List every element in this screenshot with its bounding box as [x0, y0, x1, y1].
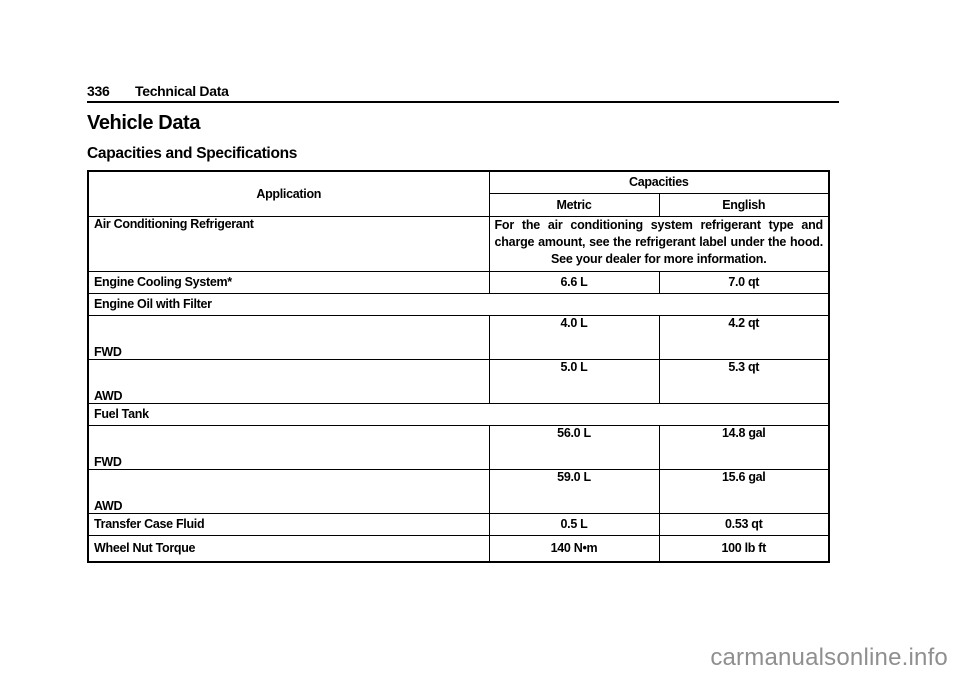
- col-header-capacities: Capacities: [488, 170, 830, 194]
- english-engine-oil-fwd: 4.2 qt: [658, 314, 830, 360]
- col-header-english: English: [658, 192, 830, 217]
- table-row-fuel-tank-fwd: FWD 56.0 L 14.8 gal: [87, 424, 830, 470]
- row-label-ac-refrigerant: Air Conditioning Refrigerant: [87, 215, 490, 272]
- table-row-engine-oil-awd: AWD 5.0 L 5.3 qt: [87, 358, 830, 404]
- english-transfer-case: 0.53 qt: [658, 512, 830, 536]
- metric-wheel-nut-torque: 140 N•m: [488, 534, 660, 563]
- table-row-wheel-nut-torque: Wheel Nut Torque 140 N•m 100 lb ft: [87, 534, 830, 563]
- row-note-ac-refrigerant: For the air conditioning system refriger…: [488, 215, 830, 272]
- row-label-transfer-case: Transfer Case Fluid: [87, 512, 490, 536]
- row-label-fuel-tank-awd: AWD: [87, 468, 490, 514]
- row-label-engine-oil-fwd: FWD: [87, 314, 490, 360]
- metric-fuel-tank-fwd: 56.0 L: [488, 424, 660, 470]
- row-label-engine-oil-awd: AWD: [87, 358, 490, 404]
- col-header-application: Application: [87, 170, 490, 217]
- table-section-fuel-tank: Fuel Tank: [87, 402, 830, 426]
- english-wheel-nut-torque: 100 lb ft: [658, 534, 830, 563]
- row-label-wheel-nut-torque: Wheel Nut Torque: [87, 534, 490, 563]
- table-row-transfer-case: Transfer Case Fluid 0.5 L 0.53 qt: [87, 512, 830, 536]
- metric-engine-oil-fwd: 4.0 L: [488, 314, 660, 360]
- capacities-table: Application Capacities Metric English Ai…: [87, 170, 830, 563]
- english-engine-oil-awd: 5.3 qt: [658, 358, 830, 404]
- capacities-table-wrap: Application Capacities Metric English Ai…: [87, 170, 830, 563]
- col-header-metric: Metric: [488, 192, 660, 217]
- section-label-engine-oil: Engine Oil with Filter: [87, 292, 830, 316]
- english-engine-cooling: 7.0 qt: [658, 270, 830, 294]
- row-label-engine-cooling: Engine Cooling System*: [87, 270, 490, 294]
- chapter-title: Technical Data: [135, 83, 229, 99]
- english-fuel-tank-awd: 15.6 gal: [658, 468, 830, 514]
- table-row-engine-cooling: Engine Cooling System* 6.6 L 7.0 qt: [87, 270, 830, 294]
- running-header: 336 Technical Data: [87, 84, 839, 98]
- metric-transfer-case: 0.5 L: [488, 512, 660, 536]
- header-rule: [87, 101, 839, 103]
- english-fuel-tank-fwd: 14.8 gal: [658, 424, 830, 470]
- table-row-fuel-tank-awd: AWD 59.0 L 15.6 gal: [87, 468, 830, 514]
- table-header-row-1: Application Capacities: [87, 170, 830, 217]
- table-section-engine-oil: Engine Oil with Filter: [87, 292, 830, 316]
- metric-fuel-tank-awd: 59.0 L: [488, 468, 660, 514]
- page-number: 336: [87, 83, 110, 99]
- metric-engine-oil-awd: 5.0 L: [488, 358, 660, 404]
- table-header-row-2: Metric English: [88, 192, 830, 217]
- subsection-title: Capacities and Specifications: [87, 145, 298, 162]
- metric-engine-cooling: 6.6 L: [488, 270, 660, 294]
- section-label-fuel-tank: Fuel Tank: [87, 402, 830, 426]
- table-row-engine-oil-fwd: FWD 4.0 L 4.2 qt: [87, 314, 830, 360]
- watermark-text: carmanualsonline.info: [710, 644, 948, 671]
- section-title: Vehicle Data: [87, 112, 201, 134]
- table-row-ac-refrigerant: Air Conditioning Refrigerant For the air…: [87, 215, 830, 272]
- row-label-fuel-tank-fwd: FWD: [87, 424, 490, 470]
